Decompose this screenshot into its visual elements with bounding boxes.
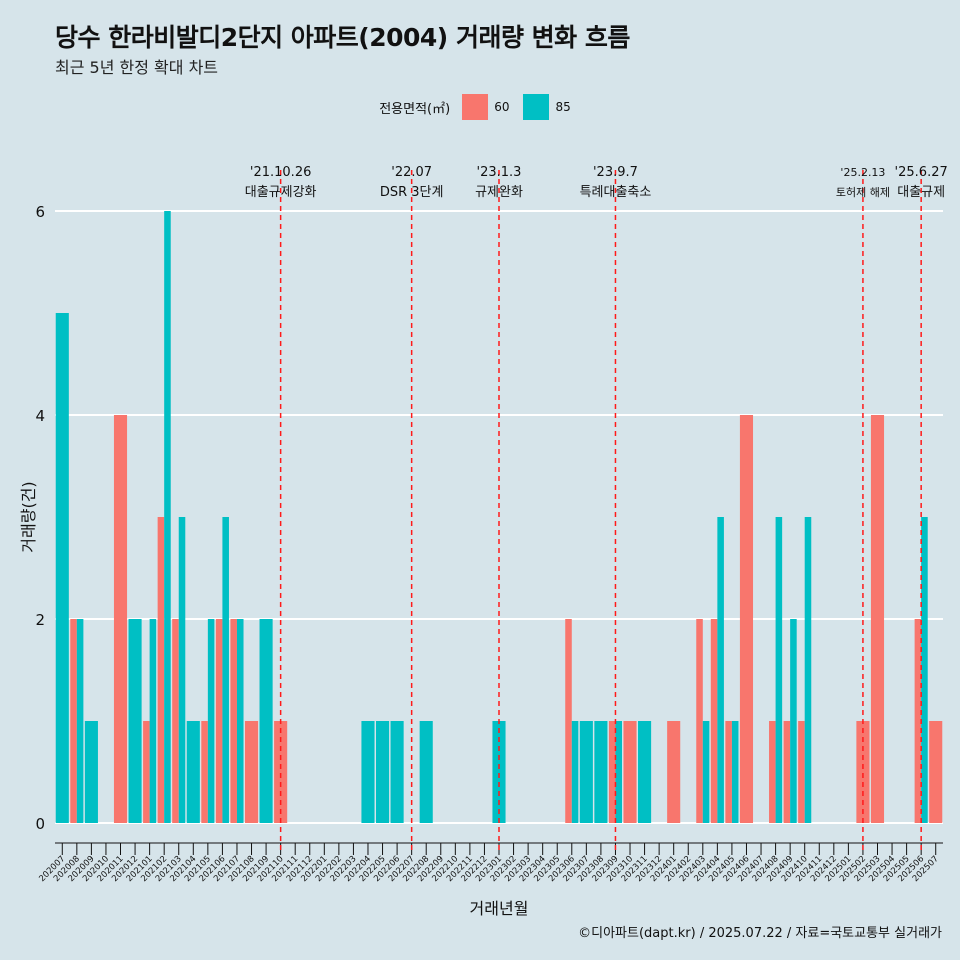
bar-85 [571,721,579,823]
event-date-label: '23.1.3 [477,165,522,180]
bar-60 [565,619,572,823]
bar-85 [84,721,98,823]
bar-60 [783,721,791,823]
bar-60 [172,619,179,823]
bar-85 [207,619,215,823]
bar-85 [375,721,390,823]
bar-60 [798,721,805,823]
bar-85 [638,721,652,823]
bar-60 [215,619,223,823]
x-axis-title: 거래년월 [470,899,529,918]
bar-60 [244,721,259,823]
legend: 전용면적(㎡) 60 85 [0,94,960,120]
bar-85 [579,721,593,823]
bar-60 [623,721,637,823]
legend-key-60 [462,94,489,120]
bar-85 [361,721,375,823]
bar-85 [775,517,783,823]
event-date-label: '21.10.26 [250,165,311,180]
event-date-label: '22.07 [391,165,432,180]
y-tick-label: 2 [35,611,45,629]
bar-60 [856,721,870,823]
bar-60 [70,619,77,823]
bar-85 [390,721,404,823]
event-name-label: 대출규제 [897,185,945,200]
chart-title: 당수 한라비발디2단지 아파트(2004) 거래량 변화 흐름 [55,23,630,52]
bar-85 [804,517,812,823]
event-date-label: '25.2.13 [840,166,885,179]
event-date-label: '25.6.27 [895,165,948,180]
bar-85 [149,619,157,823]
bar-85 [222,517,229,823]
legend-title: 전용면적(㎡) [379,101,451,117]
event-name-label: 특례대출축소 [580,185,652,200]
bar-85 [594,721,608,823]
bar-85 [921,517,928,823]
y-axis-title: 거래량(건) [19,481,38,552]
bar-60 [739,415,754,823]
bar-60 [608,721,616,823]
y-tick-label: 0 [35,815,45,833]
event-date-label: '23.9.7 [593,165,638,180]
source-caption: ©디아파트(dapt.kr) / 2025.07.22 / 자료=국토교통부 실… [578,926,942,941]
y-tick-label: 4 [35,407,45,425]
event-name-label: DSR 3단계 [380,185,444,200]
chart-subtitle: 최근 5년 한정 확대 차트 [55,58,219,77]
bar-85 [717,517,724,823]
bar-60 [201,721,208,823]
bar-85 [164,211,171,823]
bar-60 [113,415,128,823]
bar-60 [696,619,703,823]
bar-85 [492,721,506,823]
y-tick-label: 6 [35,203,45,221]
bar-85 [702,721,710,823]
bar-60 [769,721,776,823]
bar-60 [710,619,718,823]
bar-60 [725,721,732,823]
event-name-label: 대출규제강화 [245,185,317,200]
legend-key-85 [523,94,550,120]
bar-85 [186,721,200,823]
bar-85 [76,619,84,823]
bar-85 [615,721,623,823]
bar-85 [236,619,244,823]
legend-label-60: 60 [494,100,510,114]
bar-60 [870,415,885,823]
bar-85 [128,619,142,823]
bar-60 [929,721,943,823]
event-name-label: 규제완화 [475,185,523,200]
bar-60 [143,721,150,823]
bar-60 [667,721,681,823]
bar-85 [55,313,69,823]
bar-85 [259,619,273,823]
bar-60 [914,619,922,823]
bar-60 [274,721,288,823]
bar-60 [230,619,237,823]
bar-60 [157,517,165,823]
bar-85 [731,721,739,823]
legend-label-85: 85 [555,100,571,114]
bar-85 [790,619,797,823]
bar-85 [178,517,186,823]
event-name-label: 토허제 해제 [836,185,890,199]
bar-85 [419,721,433,823]
